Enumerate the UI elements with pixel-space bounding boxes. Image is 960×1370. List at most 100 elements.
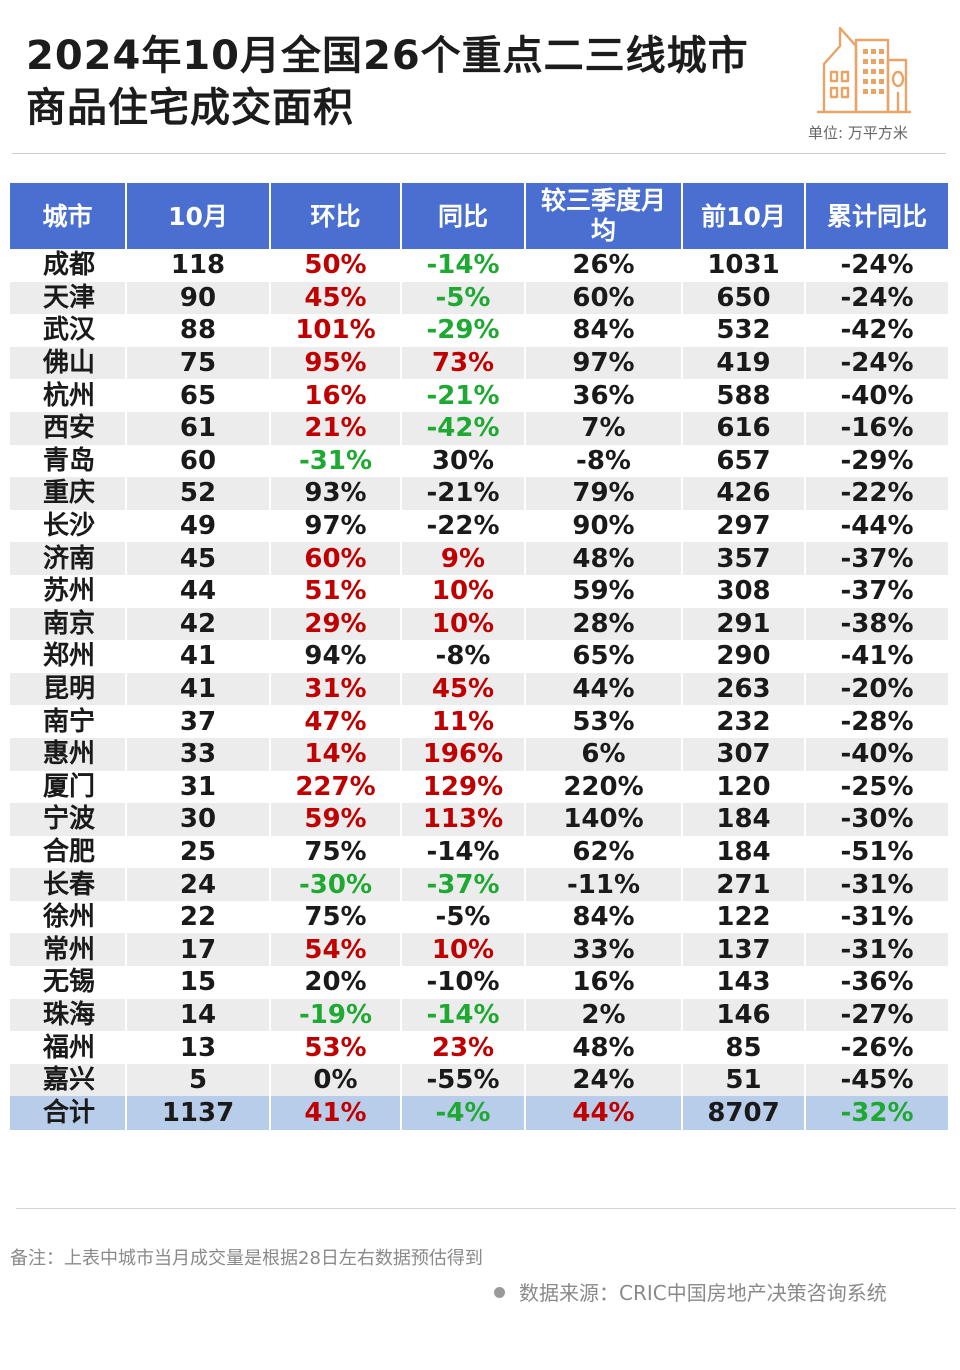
cell-mom: 16%	[270, 379, 402, 412]
cell-mom: 101%	[270, 314, 402, 347]
cell-ytd-yoy: -30%	[805, 803, 948, 836]
cell-mom: 29%	[270, 607, 402, 641]
cell-ytd: 122	[682, 900, 806, 934]
cell-yoy: -42%	[401, 411, 526, 445]
cell-city: 徐州	[10, 900, 127, 934]
cell-yoy: -5%	[401, 900, 526, 934]
cell-october: 118	[126, 249, 271, 282]
cell-october: 22	[126, 900, 271, 934]
cell-ytd-yoy: -24%	[805, 346, 948, 380]
cell-vs-q3-avg: 44%	[525, 672, 683, 706]
cell-vs-q3-avg: -8%	[525, 444, 683, 478]
cell-city: 郑州	[10, 640, 127, 673]
cell-mom: 59%	[270, 803, 402, 836]
cell-vs-q3-avg: 48%	[525, 1031, 683, 1064]
cell-city: 青岛	[10, 444, 127, 478]
cell-october: 1137	[126, 1096, 271, 1131]
cell-vs-q3-avg: 16%	[525, 966, 683, 999]
cell-yoy: 113%	[401, 803, 526, 836]
cell-vs-q3-avg: 220%	[525, 770, 683, 804]
table-row: 重庆 52 93% -21% 79% 426 -22%	[10, 477, 948, 510]
cell-city: 武汉	[10, 314, 127, 347]
cell-ytd-yoy: -42%	[805, 314, 948, 347]
cell-city: 福州	[10, 1031, 127, 1064]
cell-city: 合计	[10, 1096, 127, 1131]
cell-yoy: -21%	[401, 477, 526, 510]
cell-yoy: -55%	[401, 1063, 526, 1097]
cell-october: 30	[126, 803, 271, 836]
page-title-line1: 2024年10月全国26个重点二三线城市	[26, 33, 749, 79]
cell-vs-q3-avg: -11%	[525, 868, 683, 901]
data-table: 城市 10月 环比 同比 较三季度月均 前10月 累计同比 成都 118 50% -1…	[10, 183, 948, 1131]
cell-ytd: 146	[682, 998, 806, 1032]
cell-city: 成都	[10, 249, 127, 282]
cell-ytd-yoy: -37%	[805, 574, 948, 608]
table-row: 长春 24 -30% -37% -11% 271 -31%	[10, 868, 948, 901]
cell-city: 合肥	[10, 835, 127, 869]
cell-vs-q3-avg: 7%	[525, 411, 683, 445]
cell-vs-q3-avg: 90%	[525, 509, 683, 543]
cell-ytd-yoy: -37%	[805, 542, 948, 575]
cell-mom: 20%	[270, 966, 402, 999]
cell-october: 13	[126, 1031, 271, 1064]
cell-ytd: 532	[682, 314, 806, 347]
column-header-mom: 环比	[270, 183, 402, 249]
cell-city: 苏州	[10, 574, 127, 608]
column-header-yoy: 同比	[401, 183, 526, 249]
cell-city: 无锡	[10, 966, 127, 999]
cell-mom: 227%	[270, 770, 402, 804]
cell-vs-q3-avg: 60%	[525, 281, 683, 315]
cell-city: 宁波	[10, 803, 127, 836]
table-row: 青岛 60 -31% 30% -8% 657 -29%	[10, 444, 948, 478]
table-row: 济南 45 60% 9% 48% 357 -37%	[10, 542, 948, 575]
total-row: 合计 1137 41% -4% 44% 8707 -32%	[10, 1096, 948, 1131]
cell-city: 昆明	[10, 672, 127, 706]
cell-mom: 75%	[270, 900, 402, 934]
cell-ytd-yoy: -40%	[805, 379, 948, 412]
column-header-ytd: 前10月	[682, 183, 806, 249]
cell-ytd-yoy: -16%	[805, 411, 948, 445]
cell-yoy: 196%	[401, 737, 526, 771]
cell-vs-q3-avg: 79%	[525, 477, 683, 510]
cell-ytd-yoy: -31%	[805, 868, 948, 901]
cell-vs-q3-avg: 44%	[525, 1096, 683, 1131]
cell-city: 常州	[10, 933, 127, 967]
cell-yoy: -14%	[401, 835, 526, 869]
cell-ytd-yoy: -29%	[805, 444, 948, 478]
cell-yoy: 11%	[401, 705, 526, 738]
cell-city: 嘉兴	[10, 1063, 127, 1097]
cell-city: 南京	[10, 607, 127, 641]
footnote: 备注：上表中城市当月成交量是根据28日左右数据预估得到	[10, 1248, 483, 1269]
table-row: 昆明 41 31% 45% 44% 263 -20%	[10, 672, 948, 706]
cell-city: 杭州	[10, 379, 127, 412]
cell-ytd: 426	[682, 477, 806, 510]
cell-yoy: -8%	[401, 640, 526, 673]
cell-city: 天津	[10, 281, 127, 315]
column-header-vs-q3-avg: 较三季度月均	[525, 183, 683, 249]
cell-mom: -31%	[270, 444, 402, 478]
cell-october: 15	[126, 966, 271, 999]
cell-mom: 97%	[270, 509, 402, 543]
cell-ytd-yoy: -27%	[805, 998, 948, 1032]
cell-ytd-yoy: -45%	[805, 1063, 948, 1097]
cell-ytd: 263	[682, 672, 806, 706]
cell-ytd: 357	[682, 542, 806, 575]
table-body: 成都 118 50% -14% 26% 1031 -24% 天津 90 45% -5% 60% 650-…	[10, 249, 948, 1131]
cell-october: 45	[126, 542, 271, 575]
cell-mom: 21%	[270, 411, 402, 445]
cell-october: 14	[126, 998, 271, 1032]
table-row: 厦门 31 227% 129% 220% 120 -25%	[10, 770, 948, 804]
cell-ytd: 232	[682, 705, 806, 738]
cell-october: 65	[126, 379, 271, 412]
cell-ytd: 419	[682, 346, 806, 380]
cell-october: 17	[126, 933, 271, 967]
cell-vs-q3-avg: 48%	[525, 542, 683, 575]
cell-yoy: -10%	[401, 966, 526, 999]
cell-ytd: 650	[682, 281, 806, 315]
cell-ytd-yoy: -26%	[805, 1031, 948, 1064]
cell-city: 重庆	[10, 477, 127, 510]
title-block: 2024年10月全国26个重点二三线城市 商品住宅成交面积	[26, 30, 749, 134]
table-row: 佛山 75 95% 73% 97% 419 -24%	[10, 346, 948, 380]
cell-ytd-yoy: -38%	[805, 607, 948, 641]
cell-october: 25	[126, 835, 271, 869]
